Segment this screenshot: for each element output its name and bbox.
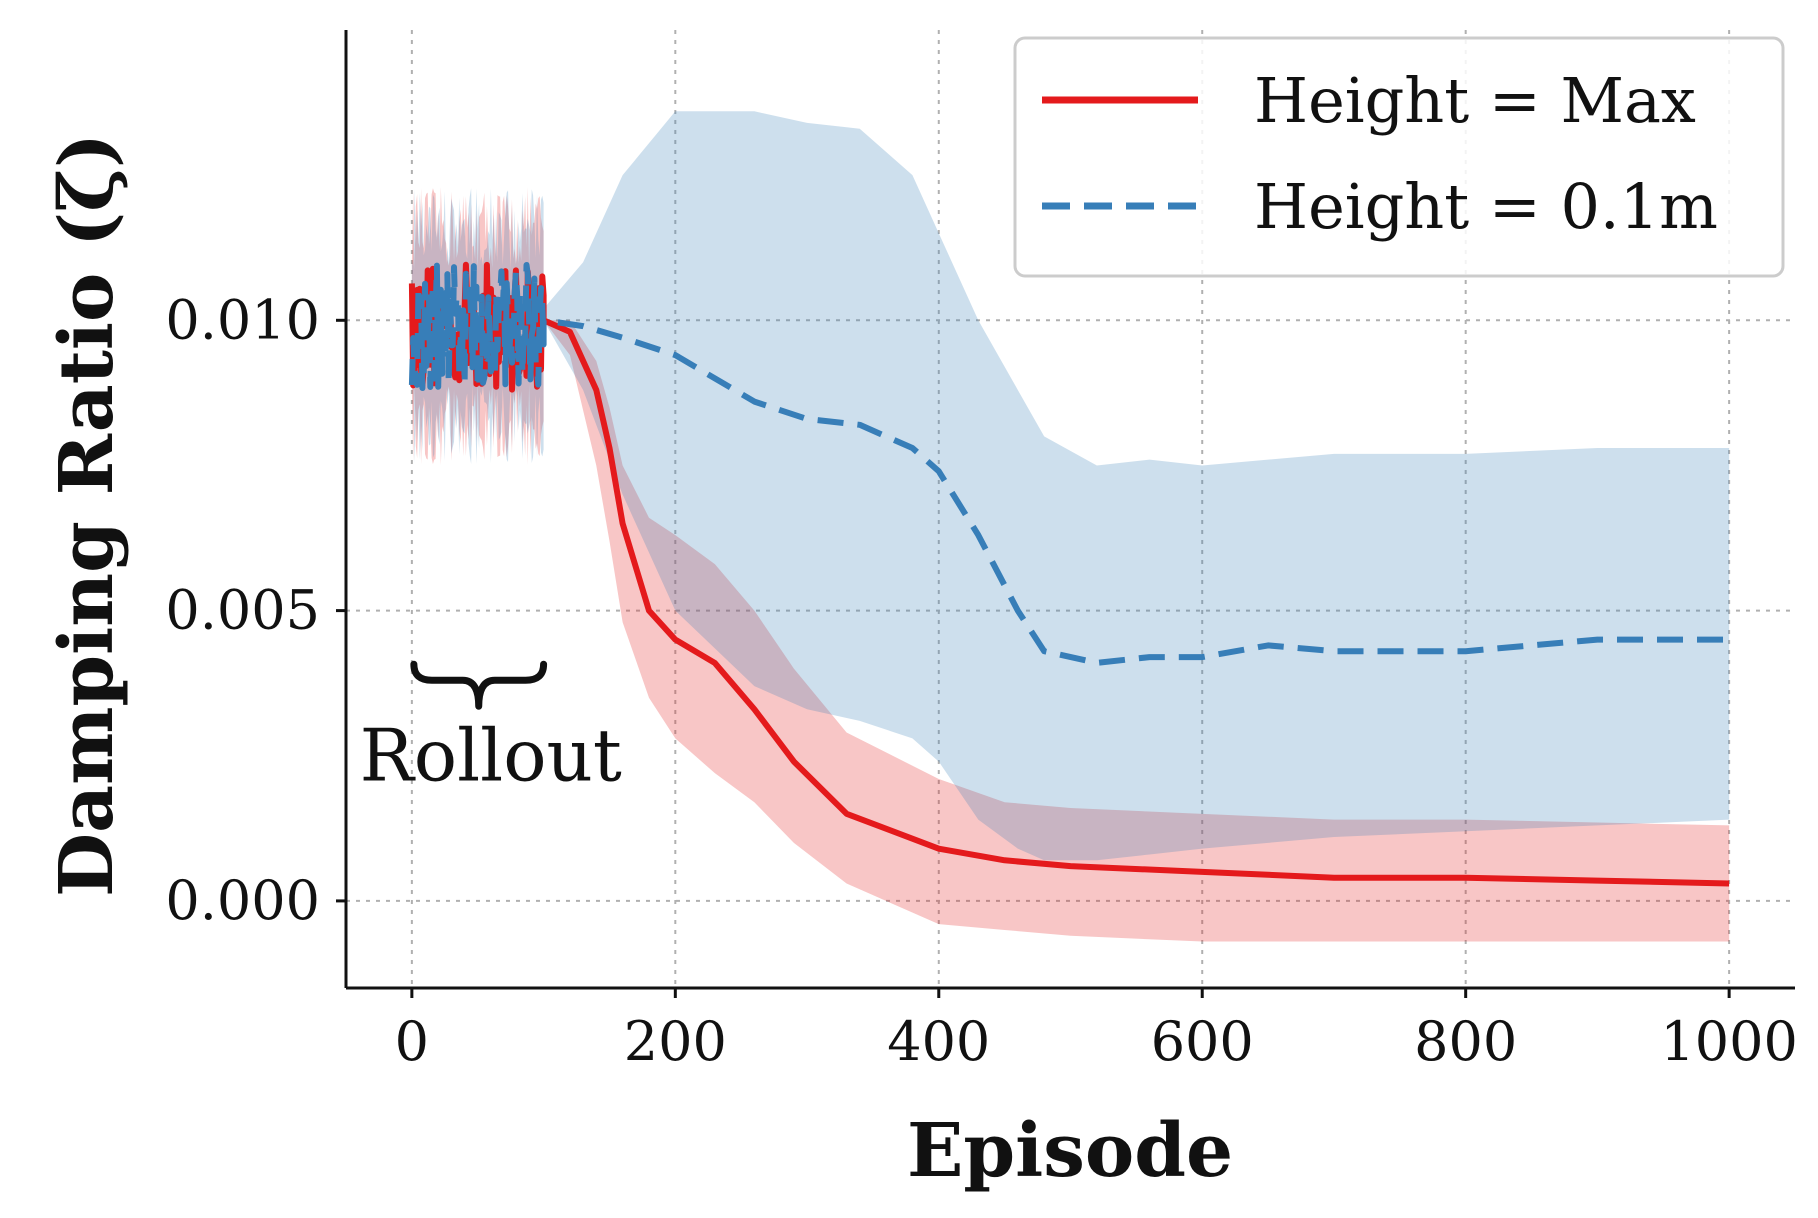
x-tick-label: 400 [887, 1010, 990, 1073]
x-axis-title: Episode [907, 1108, 1233, 1194]
legend-box [1013, 36, 1785, 278]
y-tick-label: 0.010 [165, 288, 320, 351]
y-axis-title: Damping Ratio (ζ) [44, 133, 130, 897]
rollout-annotation: Rollout [360, 660, 622, 797]
legend: Height = Max Height = 0.1m [1013, 36, 1785, 278]
x-tick-label: 1000 [1660, 1010, 1797, 1073]
x-tick-label: 600 [1151, 1010, 1254, 1073]
grid [346, 30, 1795, 988]
rollout-label: Rollout [360, 713, 622, 797]
y-tick-label: 0.005 [165, 579, 320, 642]
x-tick-label: 800 [1414, 1010, 1517, 1073]
rollout-brace [410, 660, 548, 710]
legend-label-height-max: Height = Max [1254, 64, 1696, 137]
x-tick-label: 200 [624, 1010, 727, 1073]
axes [336, 30, 1795, 998]
x-tick-label: 0 [395, 1010, 429, 1073]
legend-label-height-0.1m: Height = 0.1m [1254, 170, 1718, 243]
series-lines [408, 261, 1730, 887]
band-height-0.1m [411, 111, 1730, 861]
tick-labels: 0 200 400 600 800 1000 0.000 0.005 0.010 [165, 288, 1797, 1073]
confidence-bands [411, 111, 1730, 942]
band-height-max [411, 187, 1730, 942]
y-tick-label: 0.000 [165, 869, 320, 932]
line-height-0.1m [408, 262, 1730, 666]
